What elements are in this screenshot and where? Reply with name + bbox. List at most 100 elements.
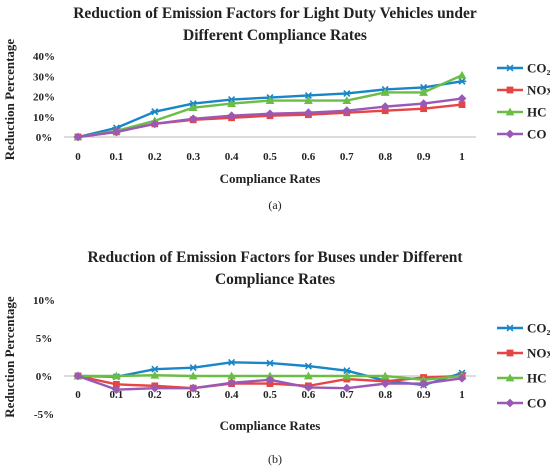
data-point <box>342 106 352 116</box>
x-tick-label: 0.6 <box>302 389 316 401</box>
chart-title-line: Compliance Rates <box>215 271 335 288</box>
legend-item: NOx <box>497 346 550 361</box>
data-point <box>265 96 275 104</box>
data-point <box>342 383 352 393</box>
data-point <box>227 358 236 366</box>
legend-marker <box>506 349 514 357</box>
y-axis-title: Reduction Percentage <box>2 39 17 161</box>
data-point <box>188 103 198 112</box>
legend-label: HC <box>527 371 547 386</box>
data-point <box>304 96 313 104</box>
legend-marker <box>505 107 515 116</box>
data-point <box>189 364 198 372</box>
data-point <box>150 119 160 129</box>
data-point <box>342 89 351 97</box>
data-point <box>150 365 159 373</box>
x-tick-label: 0.9 <box>417 151 431 163</box>
data-point <box>419 99 428 108</box>
data-point <box>265 375 275 385</box>
figure-caption: (b) <box>268 452 282 466</box>
data-point <box>227 378 236 388</box>
x-tick-label: 0.4 <box>225 151 239 163</box>
chart-b: Reduction of Emission Factors for Buses … <box>2 249 550 466</box>
x-tick-label: 0.8 <box>378 151 392 163</box>
legend-item: CO <box>497 127 547 142</box>
data-point <box>188 114 198 124</box>
data-point <box>73 371 83 381</box>
data-point <box>304 362 313 370</box>
x-tick-label: 0.3 <box>186 389 200 401</box>
legend-item: CO₂ <box>497 321 550 336</box>
legend-marker <box>505 324 515 332</box>
y-tick-label: 10% <box>33 112 55 124</box>
data-point <box>342 371 352 380</box>
x-axis-title: Compliance Rates <box>220 418 321 433</box>
data-point <box>304 371 313 380</box>
legend-marker <box>506 86 514 94</box>
series-3 <box>73 94 467 142</box>
data-point <box>112 371 121 380</box>
chart-title-line: Different Compliance Rates <box>183 27 367 44</box>
x-axis-title: Compliance Rates <box>220 171 321 186</box>
data-point <box>380 379 390 388</box>
legend-label: HC <box>527 105 547 120</box>
data-point <box>380 371 390 380</box>
data-point <box>227 371 236 380</box>
data-point <box>73 132 83 142</box>
legend-item: NOx <box>497 83 550 98</box>
legend-label: CO <box>527 396 547 411</box>
x-tick-label: 0 <box>75 151 81 163</box>
y-axis-title: Reduction Percentage <box>2 296 17 418</box>
x-tick-label: 0 <box>75 389 81 401</box>
data-point <box>457 94 467 103</box>
x-tick-label: 0.8 <box>378 389 392 401</box>
x-tick-label: 0.1 <box>110 389 124 401</box>
data-point <box>419 88 428 96</box>
data-point <box>457 70 467 79</box>
legend-item: CO <box>497 396 547 411</box>
series-3 <box>73 371 467 395</box>
data-point <box>457 77 467 85</box>
data-point <box>227 99 236 107</box>
x-tick-label: 0.9 <box>417 389 431 401</box>
data-point <box>112 385 121 395</box>
legend-marker <box>505 64 515 72</box>
data-point <box>458 101 466 108</box>
legend-marker <box>505 373 515 382</box>
data-point <box>419 83 428 91</box>
data-point <box>265 109 275 119</box>
x-tick-label: 0.4 <box>225 389 239 401</box>
y-tick-label: 30% <box>33 71 55 83</box>
data-point <box>150 370 160 379</box>
data-point <box>380 102 390 112</box>
x-tick-label: 0.1 <box>110 151 124 163</box>
x-tick-label: 0.7 <box>340 389 354 401</box>
y-tick-label: 20% <box>33 92 55 104</box>
figure-caption: (a) <box>268 198 281 212</box>
x-tick-label: 0.2 <box>148 389 162 401</box>
legend-item: CO₂ <box>497 61 550 76</box>
x-tick-label: 0.6 <box>302 151 316 163</box>
chart-a: Reduction of Emission Factors for Light … <box>2 5 550 212</box>
x-tick-label: 0.5 <box>263 389 277 401</box>
data-point <box>457 373 467 383</box>
x-tick-label: 0.7 <box>340 151 354 163</box>
data-point <box>150 108 159 116</box>
data-point <box>188 371 198 380</box>
data-point <box>113 380 120 388</box>
x-tick-label: 1 <box>459 151 465 163</box>
y-tick-label: -5% <box>34 409 54 421</box>
data-point <box>112 127 121 137</box>
chart-title-line: Reduction of Emission Factors for Light … <box>73 5 477 22</box>
data-point <box>304 91 313 99</box>
chart-title-line: Reduction of Emission Factors for Buses … <box>87 249 463 266</box>
legend-item: HC <box>497 105 547 120</box>
x-tick-label: 0.5 <box>263 151 277 163</box>
data-point <box>342 96 352 104</box>
legend-label: CO₂ <box>527 61 550 76</box>
x-tick-label: 0.3 <box>186 151 200 163</box>
legend-label: NOx <box>527 83 550 98</box>
data-point <box>265 359 275 367</box>
y-tick-label: 0% <box>36 132 53 144</box>
